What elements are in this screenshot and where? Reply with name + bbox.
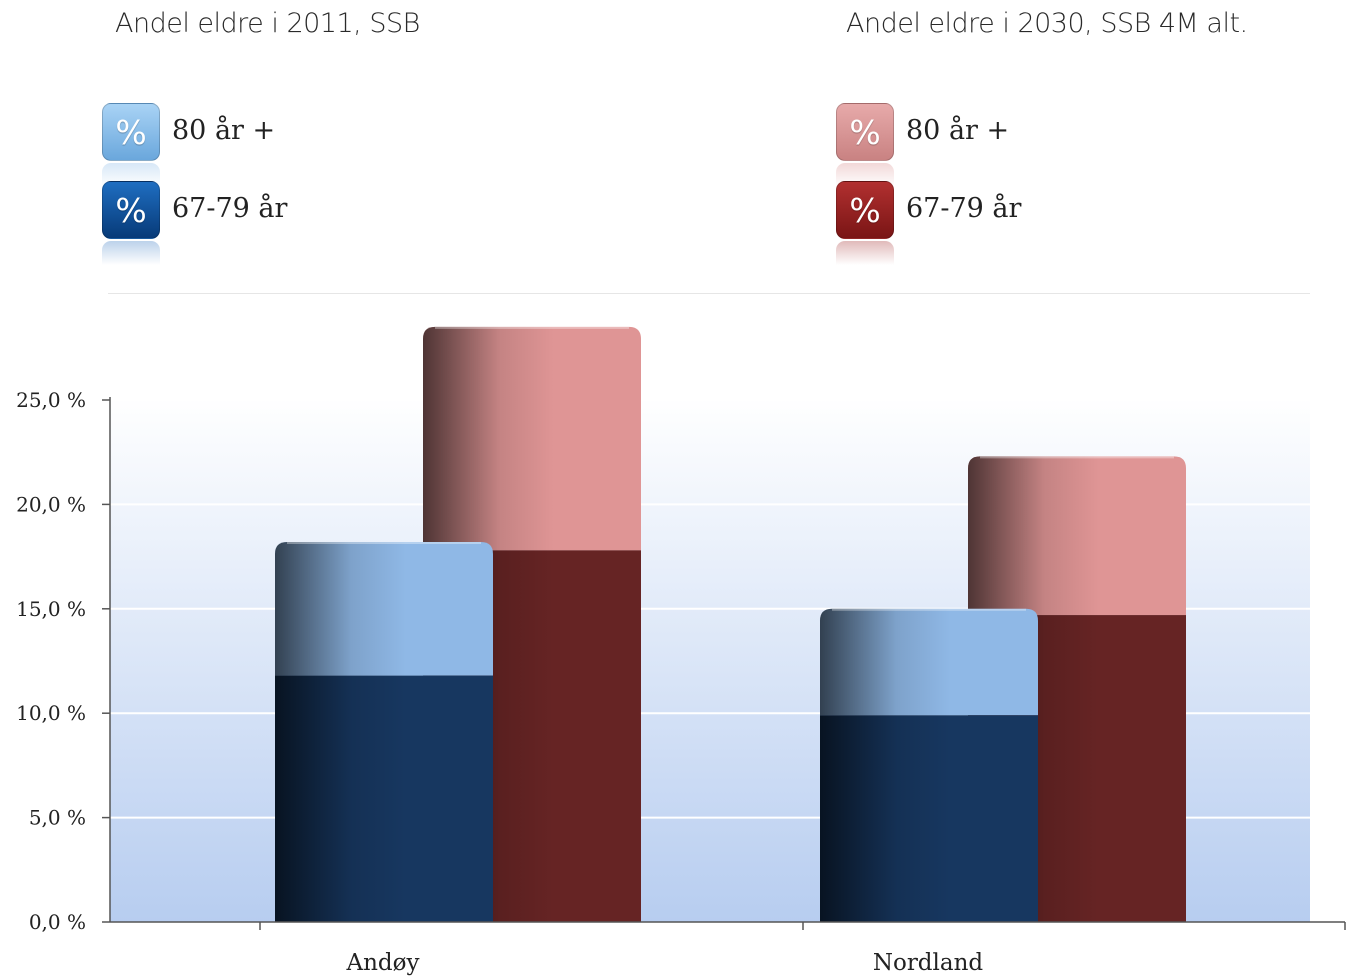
x-tick-label: Nordland	[873, 950, 984, 976]
legend-label: 67-79 år	[172, 193, 288, 224]
percent-symbol: %	[115, 190, 147, 230]
legend-label: 80 år +	[906, 115, 1010, 146]
percent-icon: %	[102, 103, 160, 161]
bar-segment-top-shade	[820, 608, 1038, 716]
percent-icon: %	[836, 103, 894, 161]
bar-2011-0	[275, 541, 493, 922]
y-tick-label: 5,0 %	[29, 806, 86, 830]
bar-segment-bottom-shade	[820, 715, 1038, 922]
legend-title-2011: Andel eldre i 2011, SSB	[115, 8, 420, 39]
y-tick-label: 15,0 %	[16, 597, 86, 621]
y-tick-label: 0,0 %	[29, 910, 86, 934]
y-tick-label: 20,0 %	[16, 492, 86, 516]
legend-title-2030: Andel eldre i 2030, SSB 4M alt.	[846, 8, 1248, 39]
bar-segment-bottom-shade	[275, 675, 493, 922]
y-tick-label: 25,0 %	[16, 388, 86, 412]
bars	[275, 326, 1186, 922]
percent-symbol: %	[849, 190, 881, 230]
legend-label: 80 år +	[172, 115, 276, 146]
percent-icon: %	[102, 181, 160, 239]
plot-frame-top	[108, 293, 1310, 294]
percent-symbol: %	[115, 112, 147, 152]
bar-2011-1	[820, 608, 1038, 922]
bar-segment-top-shade	[968, 456, 1186, 616]
swatch-reflection	[102, 241, 160, 265]
percent-symbol: %	[849, 112, 881, 152]
x-tick-label: Andøy	[346, 950, 420, 976]
swatch-reflection	[836, 241, 894, 265]
y-tick-label: 10,0 %	[16, 701, 86, 725]
legend-label: 67-79 år	[906, 193, 1022, 224]
axes: 0,0 % 5,0 % 10,0 % 15,0 % 20,0 % 25,0 % Andøy N…	[16, 388, 1346, 976]
bar-segment-top-shade	[423, 326, 641, 551]
percent-icon: %	[836, 181, 894, 239]
bar-segment-top-shade	[275, 541, 493, 676]
